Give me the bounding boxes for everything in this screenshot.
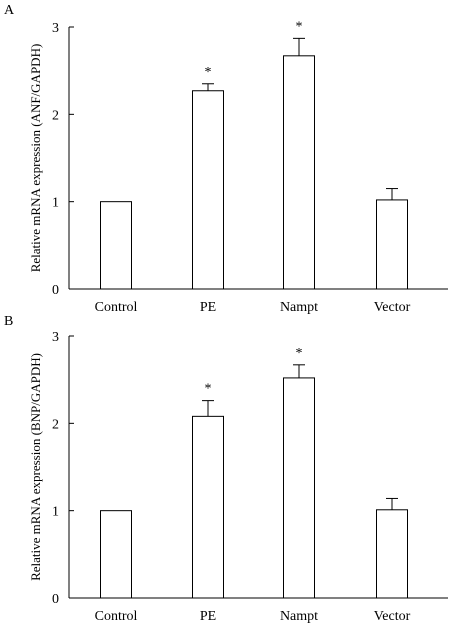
y-tick-label: 0 — [52, 283, 59, 298]
y-tick-label: 3 — [52, 330, 59, 345]
y-tick-label: 1 — [52, 196, 59, 211]
chart-panel-a: A 0 1 2 3 Relative mRNA expression (ANF/GAPDH… — [4, 3, 448, 315]
bar-control — [100, 510, 132, 599]
significance-marker: * — [205, 382, 212, 397]
y-axis-label: Relative mRNA expression (BNP/GAPDH) — [28, 353, 43, 581]
y-tick-label: 2 — [52, 108, 59, 123]
x-tick-label: Vector — [374, 300, 411, 315]
x-tick-label: PE — [200, 300, 216, 315]
bar-vector — [376, 199, 408, 290]
significance-marker: * — [205, 65, 212, 80]
x-tick-label: Control — [95, 300, 138, 315]
bar-vector — [376, 509, 408, 599]
y-tick-label: 1 — [52, 505, 59, 520]
bar-nampt — [283, 377, 315, 599]
y-tick-label: 0 — [52, 592, 59, 607]
significance-marker: * — [296, 19, 303, 34]
y-tick-label: 3 — [52, 21, 59, 36]
bar-control — [100, 201, 132, 290]
x-tick-label: Nampt — [280, 609, 318, 624]
bar-nampt — [283, 55, 315, 290]
bar-pe — [192, 90, 224, 290]
x-tick-label: Control — [95, 609, 138, 624]
x-tick-label: Nampt — [280, 300, 318, 315]
bar-pe — [192, 415, 224, 599]
panel-label: A — [4, 3, 15, 18]
chart-panel-b: B 0 1 2 3 Relative mRNA expression (BNP/GAPDH… — [4, 314, 448, 624]
x-tick-label: Vector — [374, 609, 411, 624]
panel-label: B — [4, 314, 13, 329]
y-tick-label: 2 — [52, 417, 59, 432]
y-axis-label: Relative mRNA expression (ANF/GAPDH) — [28, 44, 43, 273]
significance-marker: * — [296, 346, 303, 361]
x-tick-label: PE — [200, 609, 216, 624]
